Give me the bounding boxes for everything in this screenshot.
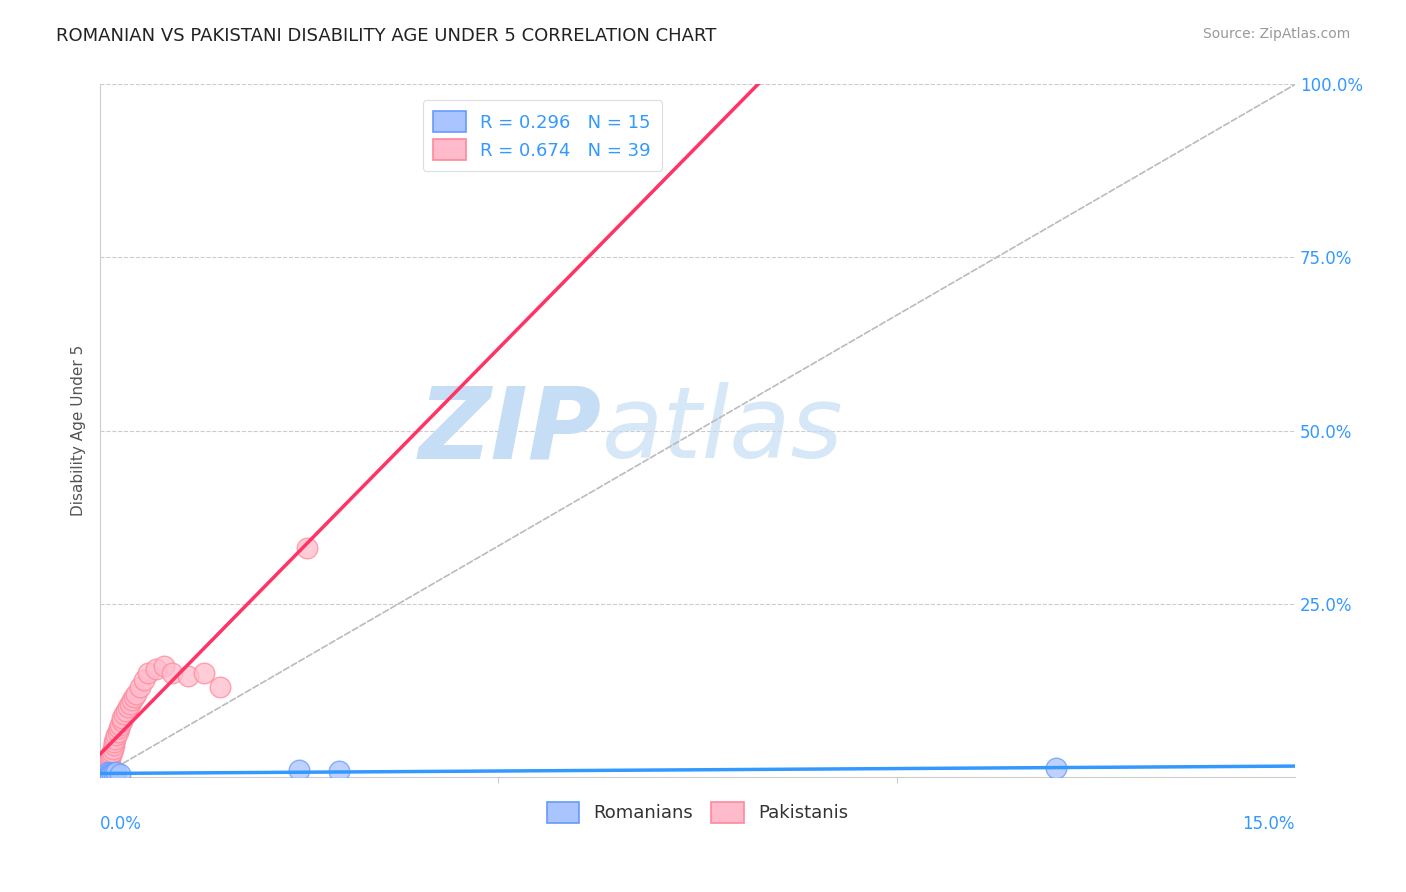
Legend: Romanians, Pakistanis: Romanians, Pakistanis (540, 795, 856, 830)
Point (117, 700, 139, 714)
Point (288, 763, 311, 777)
Point (177, 669, 200, 683)
Point (328, 764, 350, 778)
Point (129, 680, 152, 694)
Point (105, 728, 128, 742)
Point (136, 665, 159, 680)
Point (97, 756, 120, 770)
Point (97, 759, 120, 773)
Y-axis label: Disability Age Under 5: Disability Age Under 5 (72, 345, 86, 516)
Text: 15.0%: 15.0% (1243, 814, 1295, 833)
Point (100, 748, 122, 763)
Point (111, 711, 134, 725)
Point (97, 767, 120, 781)
Point (103, 766, 125, 780)
Point (105, 765, 128, 780)
Point (98, 766, 121, 780)
Point (94, 765, 117, 780)
Point (103, 739, 125, 753)
Text: Source: ZipAtlas.com: Source: ZipAtlas.com (1202, 27, 1350, 41)
Point (100, 747, 122, 762)
Point (94, 767, 117, 781)
Point (153, 658, 176, 673)
Point (103, 735, 125, 749)
Point (100, 767, 122, 781)
Point (96, 766, 118, 780)
Point (108, 767, 131, 781)
Point (101, 745, 124, 759)
Point (98, 752, 121, 766)
Point (96, 763, 118, 777)
Point (112, 707, 135, 722)
Point (101, 742, 124, 756)
Point (108, 717, 131, 731)
Point (97, 765, 120, 780)
Point (160, 665, 183, 680)
Point (108, 721, 131, 735)
Point (125, 687, 148, 701)
Point (93, 767, 115, 781)
Point (208, 680, 231, 694)
Text: ROMANIAN VS PAKISTANI DISABILITY AGE UNDER 5 CORRELATION CHART: ROMANIAN VS PAKISTANI DISABILITY AGE UND… (56, 27, 717, 45)
Point (297, 541, 319, 556)
Text: atlas: atlas (602, 382, 844, 479)
Point (132, 673, 155, 687)
Text: ZIP: ZIP (419, 382, 602, 479)
Point (120, 697, 142, 711)
Point (193, 665, 215, 680)
Point (1045, 761, 1067, 775)
Point (91, 768, 114, 782)
Point (107, 724, 129, 739)
Point (94, 764, 117, 778)
Point (93, 767, 115, 781)
Point (104, 731, 127, 746)
Point (145, 662, 167, 676)
Text: 0.0%: 0.0% (100, 814, 142, 833)
Point (96, 761, 118, 775)
Point (101, 767, 124, 781)
Point (121, 693, 143, 707)
Point (96, 767, 118, 781)
Point (122, 690, 145, 704)
Point (111, 714, 134, 729)
Point (114, 704, 136, 718)
